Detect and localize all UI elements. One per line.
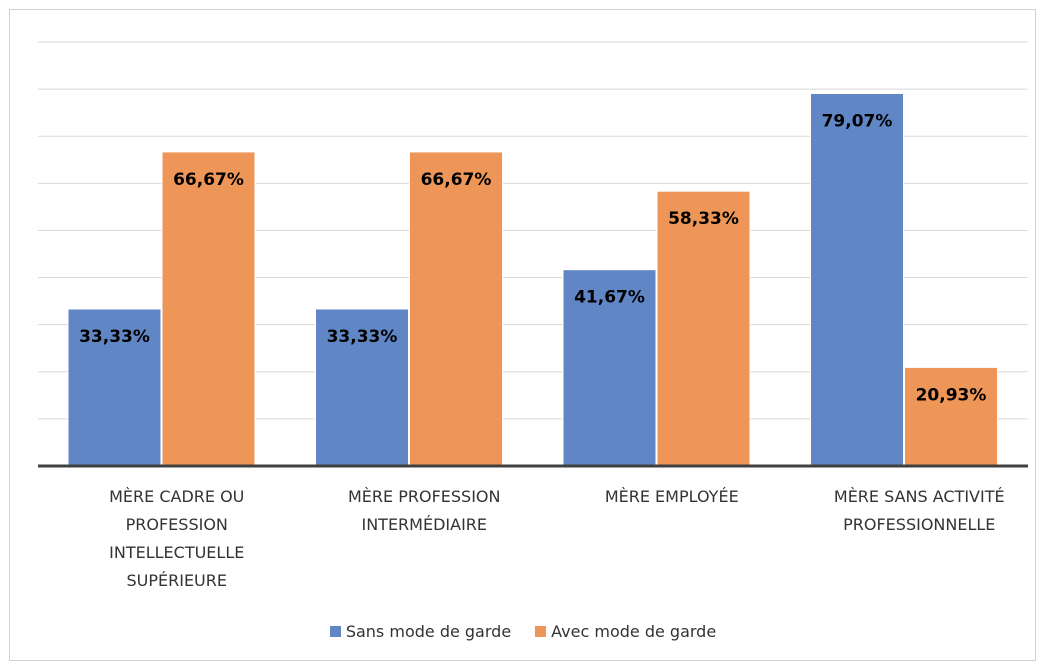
- x-tick-label: MÈRE SANS ACTIVITÉ PROFESSIONNELLE: [833, 487, 1005, 534]
- data-label: 79,07%: [822, 111, 893, 131]
- data-label: 66,67%: [173, 170, 244, 190]
- bar: [161, 151, 256, 467]
- legend-label: Avec mode de garde: [551, 622, 717, 641]
- legend-swatch: [535, 626, 547, 637]
- bar: [656, 190, 751, 467]
- legend-label: Sans mode de garde: [345, 622, 512, 641]
- bar: [810, 92, 904, 467]
- data-label: 41,67%: [574, 288, 645, 308]
- bar: [562, 269, 657, 467]
- x-tick-label: MÈRE PROFESSION INTERMÉDIAIRE: [348, 487, 501, 534]
- legend: Sans mode de garde Avec mode de garde: [0, 622, 1046, 641]
- bar: [904, 366, 998, 467]
- chart-frame: [9, 9, 1036, 661]
- data-label: 58,33%: [668, 209, 739, 229]
- data-label: 66,67%: [421, 170, 492, 190]
- bar: [67, 308, 162, 467]
- data-label: 20,93%: [916, 385, 987, 405]
- data-label: 33,33%: [79, 327, 150, 347]
- legend-swatch: [329, 626, 341, 637]
- legend-item: Avec mode de garde: [535, 622, 716, 641]
- bar: [409, 151, 503, 467]
- x-tick-label: MÈRE CADRE OU PROFESSION INTELLECTUELLE …: [109, 487, 245, 590]
- legend-item: Sans mode de garde: [329, 622, 512, 641]
- data-label: 33,33%: [327, 327, 398, 347]
- bar: [315, 308, 409, 467]
- x-tick-label: MÈRE EMPLOYÉE: [604, 487, 739, 506]
